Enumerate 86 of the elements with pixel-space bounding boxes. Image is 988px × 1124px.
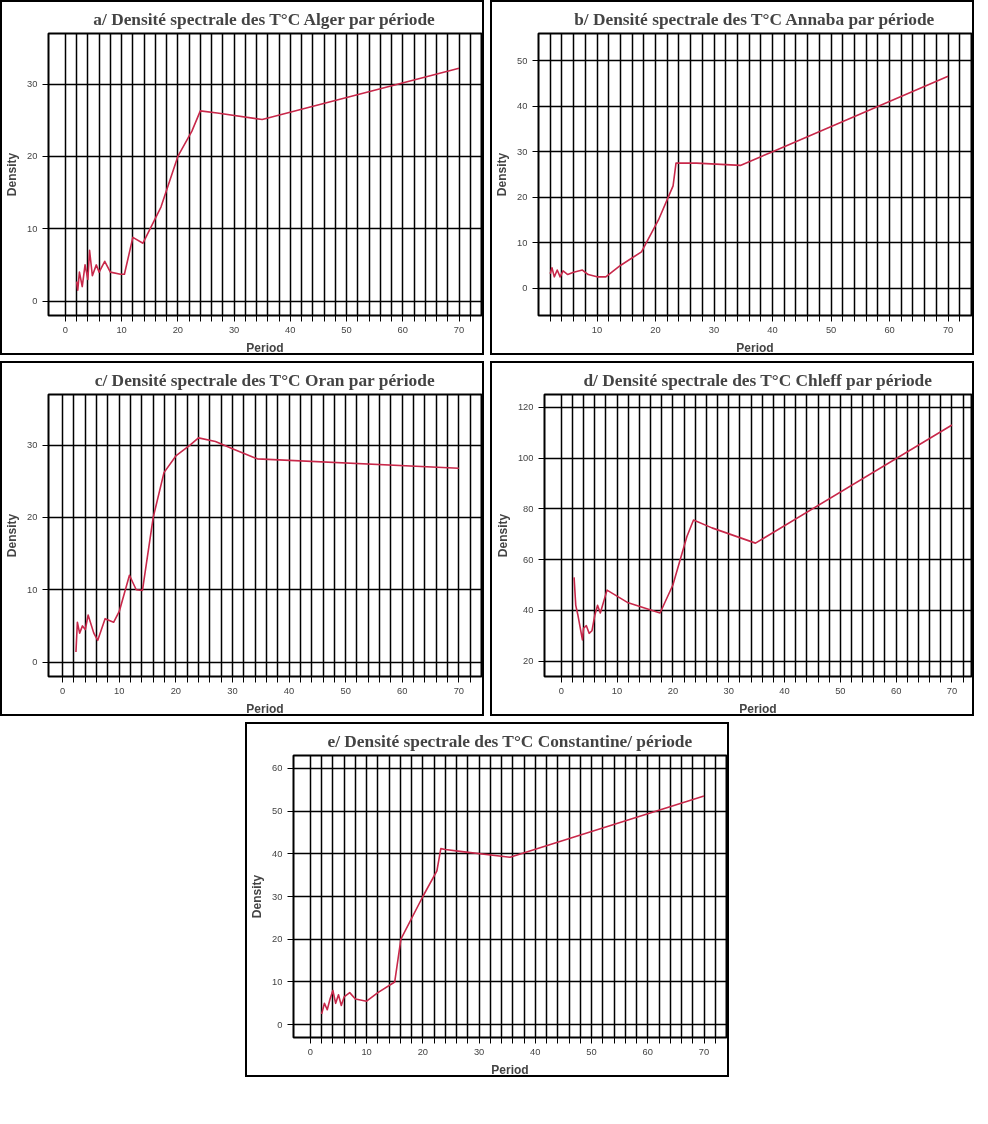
y-tick-label: 0	[32, 296, 38, 307]
x-tick-label: 40	[530, 1046, 541, 1057]
x-tick-label: 70	[453, 324, 465, 335]
y-tick-label: 30	[27, 79, 38, 90]
x-tick-label: 40	[779, 685, 790, 696]
x-tick-label: 20	[417, 1046, 429, 1057]
y-tick-label: 20	[517, 192, 528, 203]
x-tick-label: 10	[114, 685, 125, 696]
x-tick-label: 50	[586, 1046, 597, 1057]
x-tick-label: 50	[340, 685, 351, 696]
x-tick-label: 60	[884, 324, 895, 335]
chart-title: d/ Densité spectrale des T°C Chleff par période	[583, 370, 933, 390]
y-tick-label: 10	[517, 237, 528, 248]
y-tick-label: 10	[27, 223, 38, 234]
x-tick-label: 20	[170, 685, 182, 696]
y-tick-label: 60	[272, 763, 283, 774]
line-series	[75, 67, 460, 291]
y-axis-title: Density	[250, 874, 265, 919]
line-series	[320, 795, 705, 1015]
y-tick-label: 100	[517, 453, 534, 464]
y-tick-label: 50	[272, 806, 283, 817]
y-tick-label: 10	[272, 976, 283, 987]
y-axis-title: Density	[5, 152, 20, 197]
x-tick-label: 30	[227, 685, 238, 696]
y-tick-label: 30	[517, 146, 528, 157]
y-tick-label: 20	[27, 151, 38, 162]
y-tick-label: 10	[27, 584, 38, 595]
y-tick-label: 40	[272, 848, 283, 859]
y-tick-label: 50	[517, 55, 528, 66]
x-tick-label: 30	[473, 1046, 485, 1057]
y-tick-label: 40	[523, 605, 534, 616]
x-axis-title: Period	[491, 1062, 529, 1077]
x-tick-label: 70	[946, 685, 958, 696]
y-tick-label: 20	[27, 512, 38, 523]
x-axis-title: Period	[246, 340, 284, 355]
y-tick-label: 20	[272, 934, 283, 945]
x-tick-label: 60	[397, 324, 408, 335]
x-axis-title: Period	[736, 340, 774, 355]
chart-title: a/ Densité spectrale des T°C Alger par période	[93, 9, 436, 29]
x-tick-label: 50	[825, 324, 837, 335]
y-tick-label: 30	[27, 440, 38, 451]
x-tick-label: 30	[723, 685, 734, 696]
y-tick-label: 0	[522, 283, 528, 294]
x-axis-title: Period	[739, 701, 777, 716]
chart-title: e/ Densité spectrale des T°C Constantine/ période	[327, 731, 693, 751]
y-tick-label: 60	[523, 554, 534, 565]
x-tick-label: 70	[942, 324, 954, 335]
x-tick-label: 70	[698, 1046, 710, 1057]
y-tick-label: 80	[523, 503, 534, 514]
y-tick-label: 0	[32, 657, 38, 668]
y-axis-title: Density	[495, 152, 510, 197]
x-tick-label: 50	[341, 324, 352, 335]
y-tick-label: 0	[277, 1019, 283, 1030]
chart-title: c/ Densité spectrale des T°C Oran par période	[94, 370, 435, 390]
x-tick-label: 10	[361, 1046, 372, 1057]
x-tick-label: 10	[611, 685, 623, 696]
x-tick-label: 40	[767, 324, 778, 335]
x-tick-label: 60	[890, 685, 902, 696]
y-axis-title: Density	[5, 513, 20, 558]
x-tick-label: 0	[62, 324, 68, 335]
chart-title: b/ Densité spectrale des T°C Annaba par période	[574, 9, 935, 29]
y-tick-label: 30	[272, 891, 283, 902]
x-tick-label: 70	[453, 685, 465, 696]
x-tick-label: 10	[116, 324, 127, 335]
line-series	[549, 75, 949, 278]
x-tick-label: 0	[60, 685, 66, 696]
y-tick-label: 40	[517, 101, 528, 112]
x-tick-label: 10	[591, 324, 603, 335]
x-axis-title: Period	[246, 701, 284, 716]
line-series	[573, 424, 953, 641]
x-tick-label: 20	[172, 324, 184, 335]
x-tick-label: 60	[642, 1046, 653, 1057]
x-tick-label: 20	[650, 324, 661, 335]
x-tick-label: 30	[228, 324, 240, 335]
x-tick-label: 50	[835, 685, 846, 696]
x-tick-label: 40	[283, 685, 295, 696]
y-axis-title: Density	[495, 513, 510, 558]
y-tick-label: 20	[523, 656, 534, 667]
y-tick-label: 120	[517, 402, 534, 413]
x-tick-label: 40	[285, 324, 296, 335]
x-tick-label: 60	[397, 685, 408, 696]
x-tick-label: 0	[307, 1046, 313, 1057]
x-tick-label: 30	[708, 324, 720, 335]
x-tick-label: 20	[667, 685, 679, 696]
line-series	[75, 437, 460, 653]
x-tick-label: 0	[558, 685, 564, 696]
